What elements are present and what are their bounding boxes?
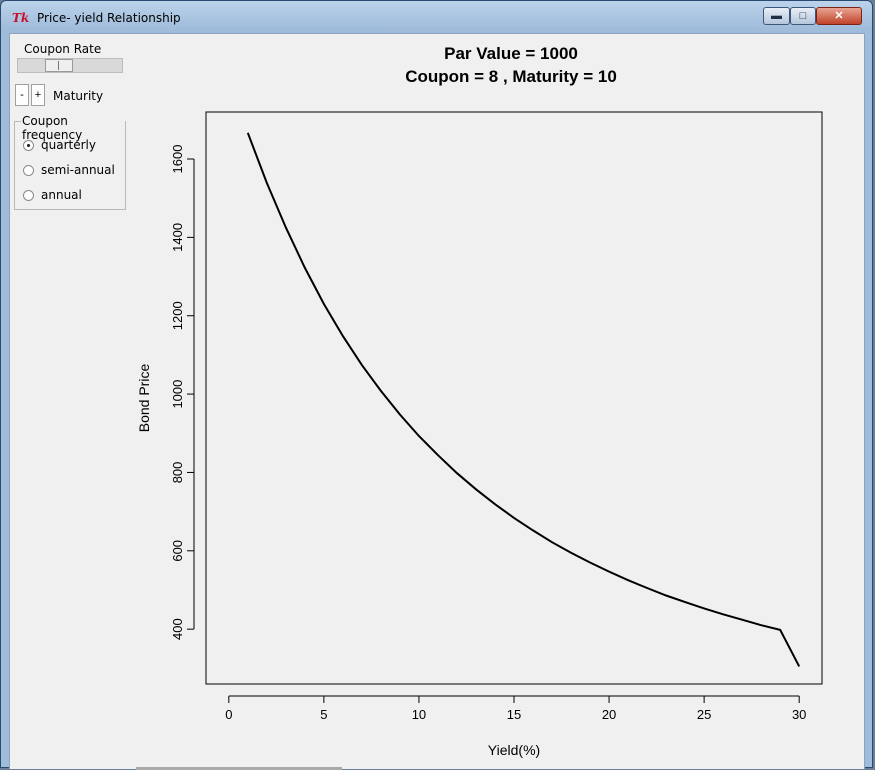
- x-tick-label: 25: [697, 707, 711, 722]
- y-tick-label: 800: [170, 462, 185, 484]
- title-bar[interactable]: Tk Price- yield Relationship ▬ □ ✕: [1, 1, 872, 33]
- y-tick-label: 600: [170, 540, 185, 562]
- x-tick-label: 15: [507, 707, 521, 722]
- radio-button-icon[interactable]: [23, 165, 34, 176]
- minimize-icon: ▬: [771, 10, 782, 22]
- x-tick-label: 5: [320, 707, 327, 722]
- x-tick-label: 30: [792, 707, 806, 722]
- coupon-rate-slider[interactable]: [17, 58, 123, 73]
- x-tick-label: 0: [225, 707, 232, 722]
- plot-box: [205, 111, 823, 685]
- tk-feather-icon: Tk: [12, 11, 30, 25]
- radio-label: quarterly: [41, 138, 96, 152]
- window-title: Price- yield Relationship: [37, 11, 181, 25]
- coupon-rate-slider-thumb[interactable]: [45, 59, 73, 72]
- y-axis: 400 600 800 1000 1200 1400 1600: [170, 145, 195, 640]
- radio-label: annual: [41, 188, 82, 202]
- y-axis-label: Bond Price: [136, 364, 152, 433]
- client-area: Coupon Rate - + Maturity Coupon frequenc…: [9, 33, 865, 770]
- x-tick-label: 20: [602, 707, 616, 722]
- x-axis-label: Yield(%): [488, 742, 540, 758]
- maximize-icon: □: [799, 10, 807, 22]
- y-tick-label: 1400: [170, 223, 185, 252]
- chart-subtitle: Coupon = 8 , Maturity = 10: [405, 67, 617, 86]
- close-button[interactable]: ✕: [816, 7, 862, 25]
- maturity-label: Maturity: [53, 89, 104, 103]
- radio-label: semi-annual: [41, 163, 115, 177]
- y-tick-label: 1600: [170, 145, 185, 174]
- coupon-rate-label: Coupon Rate: [24, 42, 102, 56]
- chart-title: Par Value = 1000: [444, 44, 578, 63]
- price-yield-chart: Par Value = 1000 Coupon = 8 , Maturity =…: [136, 44, 823, 758]
- price-yield-line: [246, 132, 801, 667]
- y-tick-label: 1000: [170, 380, 185, 409]
- coupon-frequency-group: Coupon frequency quarterly semi-annual a…: [14, 114, 126, 210]
- maximize-button[interactable]: □: [790, 7, 816, 25]
- maturity-increment-button[interactable]: +: [31, 84, 45, 106]
- radio-button-icon[interactable]: [23, 140, 34, 151]
- x-axis: 0 5 10 15 20 25 30: [225, 695, 806, 722]
- x-tick-label: 10: [412, 707, 426, 722]
- coupon-frequency-legend: Coupon frequency: [21, 114, 125, 142]
- y-tick-label: 400: [170, 618, 185, 640]
- y-tick-label: 1200: [170, 301, 185, 330]
- radio-button-icon[interactable]: [23, 190, 34, 201]
- maturity-decrement-button[interactable]: -: [15, 84, 29, 106]
- minimize-button[interactable]: ▬: [763, 7, 790, 25]
- close-icon: ✕: [834, 10, 844, 22]
